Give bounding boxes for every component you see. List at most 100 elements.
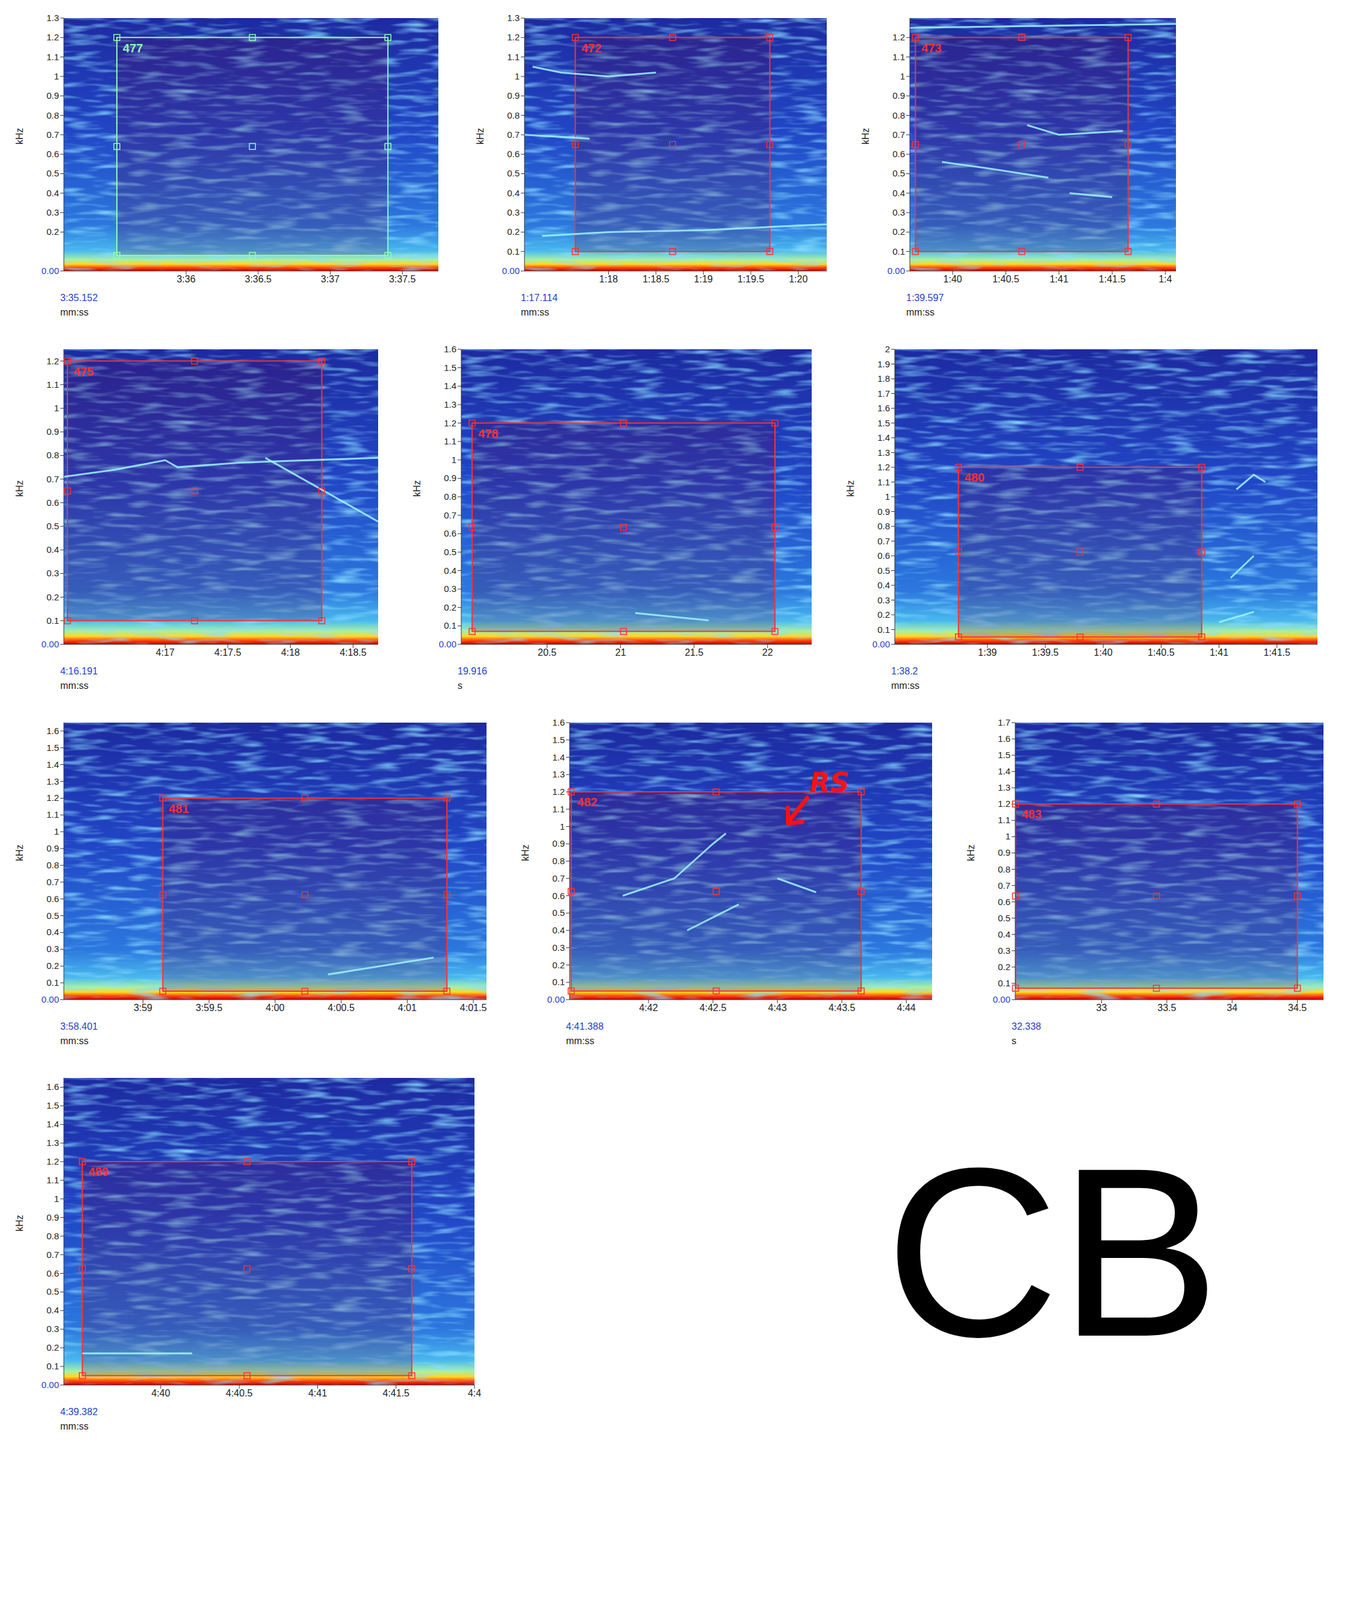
svg-text:1.2: 1.2 — [46, 355, 60, 367]
svg-text:1.3: 1.3 — [552, 768, 565, 780]
svg-text:1:41: 1:41 — [1209, 647, 1229, 658]
svg-text:0.8: 0.8 — [443, 491, 457, 502]
svg-text:1.3: 1.3 — [46, 776, 60, 787]
svg-text:1.4: 1.4 — [997, 765, 1011, 777]
svg-text:1:19.5: 1:19.5 — [737, 273, 765, 285]
svg-text:4:01: 4:01 — [398, 1002, 417, 1013]
svg-text:1:39.5: 1:39.5 — [1032, 647, 1060, 658]
svg-text:0.6: 0.6 — [552, 890, 565, 901]
svg-text:1: 1 — [514, 71, 520, 82]
svg-text:4:4: 4:4 — [467, 1387, 482, 1399]
svg-text:0.7: 0.7 — [552, 873, 565, 884]
svg-text:0.00: 0.00 — [502, 265, 520, 276]
svg-text:0.2: 0.2 — [46, 226, 60, 237]
svg-text:481: 481 — [168, 802, 189, 816]
svg-text:0.9: 0.9 — [877, 506, 890, 517]
svg-text:1:39: 1:39 — [977, 647, 997, 658]
svg-text:21.5: 21.5 — [684, 647, 704, 658]
svg-text:1.4: 1.4 — [46, 759, 60, 770]
svg-text:0.9: 0.9 — [46, 842, 60, 854]
svg-text:0.4: 0.4 — [46, 544, 60, 555]
svg-text:1:4: 1:4 — [1158, 273, 1172, 285]
svg-text:0.3: 0.3 — [877, 594, 890, 606]
svg-text:4:18.5: 4:18.5 — [339, 647, 367, 658]
svg-text:1.7: 1.7 — [877, 388, 890, 399]
svg-text:34: 34 — [1226, 1002, 1238, 1013]
svg-text:0.9: 0.9 — [46, 90, 60, 101]
svg-text:0.8: 0.8 — [892, 110, 906, 121]
svg-text:480: 480 — [964, 470, 985, 485]
svg-text:1.5: 1.5 — [877, 417, 890, 429]
svg-text:0.00: 0.00 — [41, 994, 60, 1005]
svg-text:0.9: 0.9 — [997, 847, 1011, 858]
svg-text:0.5: 0.5 — [506, 167, 520, 179]
svg-text:kHz: kHz — [475, 127, 486, 145]
svg-text:0.8: 0.8 — [877, 520, 890, 532]
svg-text:1.1: 1.1 — [997, 814, 1011, 825]
svg-text:0.1: 0.1 — [506, 246, 520, 257]
svg-text:0.7: 0.7 — [46, 1249, 60, 1260]
svg-text:0.3: 0.3 — [46, 943, 60, 954]
svg-text:1.6: 1.6 — [552, 717, 565, 728]
svg-text:1:41: 1:41 — [1049, 273, 1069, 285]
svg-text:4:00.5: 4:00.5 — [327, 1002, 355, 1013]
svg-text:1.2: 1.2 — [46, 1156, 60, 1167]
svg-text:1.3: 1.3 — [506, 12, 520, 23]
svg-text:0.00: 0.00 — [41, 1379, 60, 1390]
svg-text:0.4: 0.4 — [877, 579, 890, 591]
svg-text:3:37: 3:37 — [320, 273, 340, 285]
svg-text:0.1: 0.1 — [46, 977, 60, 988]
svg-text:0.7: 0.7 — [877, 535, 890, 547]
svg-text:1.2: 1.2 — [46, 31, 60, 43]
svg-text:478: 478 — [478, 426, 498, 441]
svg-text:4:43: 4:43 — [768, 1002, 787, 1013]
svg-text:3:59.5: 3:59.5 — [195, 1002, 223, 1013]
svg-text:4:40: 4:40 — [151, 1387, 170, 1399]
svg-text:0.8: 0.8 — [46, 859, 60, 871]
svg-text:0.1: 0.1 — [892, 246, 906, 257]
svg-text:0.2: 0.2 — [506, 226, 520, 237]
svg-text:0.1: 0.1 — [46, 1360, 60, 1372]
svg-text:0.9: 0.9 — [46, 426, 60, 437]
svg-text:4:01.5: 4:01.5 — [460, 1002, 488, 1013]
svg-text:0.3: 0.3 — [46, 1323, 60, 1334]
svg-text:0.2: 0.2 — [997, 961, 1011, 972]
svg-text:0.7: 0.7 — [46, 129, 60, 140]
svg-text:1.3: 1.3 — [877, 447, 890, 458]
svg-text:34.5: 34.5 — [1287, 1002, 1307, 1013]
svg-text:0.3: 0.3 — [506, 207, 520, 218]
svg-text:1.1: 1.1 — [506, 51, 520, 63]
svg-text:0.9: 0.9 — [443, 472, 457, 483]
svg-text:1.2: 1.2 — [892, 31, 906, 43]
svg-text:472: 472 — [581, 41, 601, 55]
svg-text:1: 1 — [54, 71, 60, 82]
svg-text:0.6: 0.6 — [46, 148, 60, 159]
svg-text:1:41.5: 1:41.5 — [1263, 647, 1291, 658]
svg-text:1.6: 1.6 — [877, 402, 890, 414]
svg-text:1.8: 1.8 — [877, 373, 890, 384]
svg-text:1.5: 1.5 — [46, 742, 60, 753]
svg-text:1:40.5: 1:40.5 — [992, 273, 1020, 285]
svg-text:kHz: kHz — [860, 127, 871, 145]
svg-text:0.9: 0.9 — [46, 1212, 60, 1223]
svg-text:1: 1 — [885, 491, 890, 502]
svg-text:22: 22 — [762, 647, 774, 658]
svg-text:1.1: 1.1 — [46, 379, 60, 390]
svg-text:1.2: 1.2 — [877, 461, 890, 473]
svg-text:0.3: 0.3 — [46, 207, 60, 218]
svg-text:0.00: 0.00 — [887, 265, 906, 276]
svg-text:1.5: 1.5 — [443, 362, 457, 373]
svg-text:1:40: 1:40 — [943, 273, 963, 285]
svg-text:1:40.5: 1:40.5 — [1147, 647, 1175, 658]
svg-text:1.2: 1.2 — [997, 798, 1011, 809]
svg-text:1.6: 1.6 — [443, 343, 457, 355]
svg-text:1: 1 — [54, 826, 60, 837]
svg-text:0.4: 0.4 — [443, 565, 457, 576]
svg-text:0.7: 0.7 — [997, 880, 1011, 891]
svg-text:0.5: 0.5 — [46, 910, 60, 921]
svg-text:0.8: 0.8 — [46, 1230, 60, 1242]
svg-text:0.9: 0.9 — [506, 90, 520, 101]
svg-text:4:44: 4:44 — [897, 1002, 916, 1013]
svg-text:0.2: 0.2 — [552, 959, 565, 971]
svg-text:1:20: 1:20 — [788, 273, 808, 285]
